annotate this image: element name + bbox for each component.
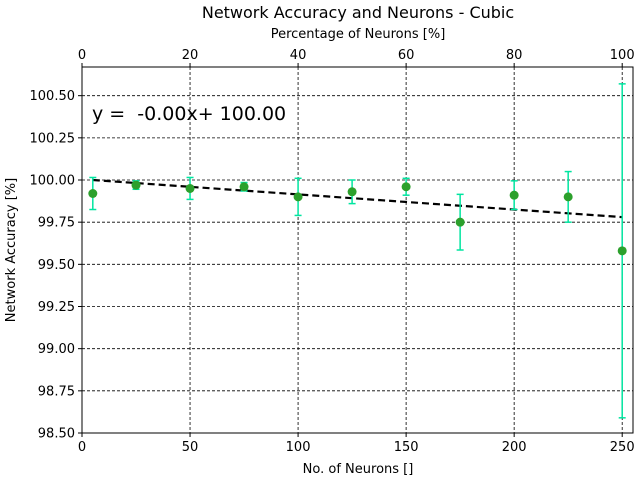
- data-point: [563, 192, 573, 202]
- data-point: [293, 192, 303, 202]
- y-tick-label: 98.75: [38, 384, 75, 399]
- x-tick-label: 200: [502, 440, 527, 455]
- y-tick-label: 99.50: [38, 258, 75, 273]
- top-tick-label: 0: [78, 48, 86, 63]
- data-point: [131, 180, 141, 190]
- data-point: [239, 182, 249, 192]
- y-tick-label: 99.25: [38, 300, 75, 315]
- top-tick-label: 40: [290, 48, 307, 63]
- x-tick-label: 100: [286, 440, 311, 455]
- data-point: [88, 188, 98, 198]
- top-x-axis-label: Percentage of Neurons [%]: [271, 27, 446, 42]
- plot-frame: [81, 66, 634, 434]
- y-tick-label: 98.50: [38, 427, 75, 442]
- x-tick-label: 0: [78, 440, 86, 455]
- chart-title: Network Accuracy and Neurons - Cubic: [202, 3, 514, 22]
- data-point: [509, 190, 519, 200]
- data-point: [401, 182, 411, 192]
- x-tick-label: 250: [610, 440, 635, 455]
- data-point: [185, 183, 195, 193]
- top-tick-label: 20: [182, 48, 199, 63]
- top-tick-label: 60: [398, 48, 415, 63]
- top-tick-label: 100: [610, 48, 635, 63]
- y-tick-label: 100.50: [30, 89, 76, 104]
- y-axis-label: Network Accuracy [%]: [4, 178, 19, 322]
- data-point: [347, 187, 357, 197]
- data-points: [88, 180, 627, 256]
- y-tick-label: 99.75: [38, 216, 75, 231]
- fit-equation: y = -0.00x+ 100.00: [92, 103, 286, 125]
- top-tick-label: 80: [506, 48, 523, 63]
- fit-line-group: [92, 178, 623, 219]
- data-point: [455, 217, 465, 227]
- fit-line: [92, 178, 623, 219]
- error-bars: [89, 83, 626, 419]
- x-tick-label: 150: [394, 440, 419, 455]
- axis-ticks: 0 50 100 150 200 250 0 20 40 60 80 100 98.50 98.75 99.…: [30, 48, 635, 455]
- y-tick-label: 99.00: [38, 342, 75, 357]
- x-axis-label: No. of Neurons []: [303, 462, 414, 477]
- y-tick-label: 100.25: [30, 131, 76, 146]
- x-tick-label: 50: [182, 440, 199, 455]
- data-point: [617, 246, 627, 256]
- y-tick-label: 100.00: [30, 174, 76, 189]
